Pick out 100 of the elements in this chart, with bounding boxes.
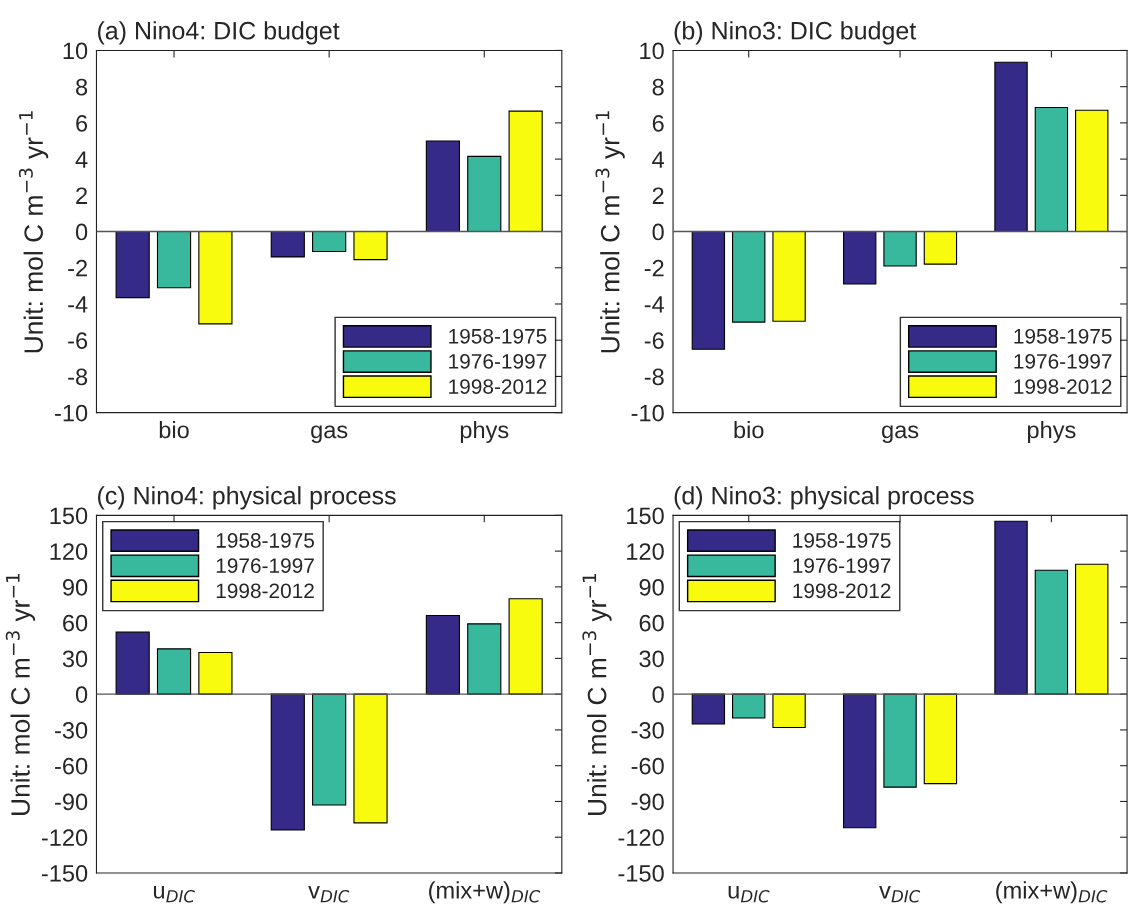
x-tick-label: phys bbox=[460, 420, 509, 443]
y-tick-label: -10 bbox=[55, 404, 88, 422]
bar bbox=[883, 693, 917, 788]
bar bbox=[467, 155, 502, 233]
legend-label: 1998-2012 bbox=[1014, 379, 1112, 394]
y-tick-label: -120 bbox=[618, 829, 664, 847]
legend-label: 1998-2012 bbox=[216, 583, 314, 599]
bar bbox=[312, 230, 347, 253]
y-tick-label: 0 bbox=[652, 686, 664, 703]
legend-label: 1958-1975 bbox=[216, 533, 314, 548]
y-tick-label: 120 bbox=[627, 543, 664, 560]
legend-label: 1998-2012 bbox=[793, 583, 891, 599]
legend-label: 1958-1975 bbox=[793, 533, 891, 548]
legend-label: 1976-1997 bbox=[449, 354, 547, 369]
bar bbox=[994, 520, 1028, 695]
bar bbox=[1034, 106, 1069, 233]
y-tick-label: -2 bbox=[68, 259, 87, 277]
bar bbox=[883, 230, 917, 267]
legend-label: 1998-2012 bbox=[449, 379, 547, 394]
bar bbox=[425, 140, 461, 233]
y-tick-label: 0 bbox=[75, 223, 88, 241]
bar bbox=[312, 693, 347, 806]
x-tick-label: (mix+w)$_{DIC}$ bbox=[996, 881, 1108, 904]
y-tick-label: -10 bbox=[631, 404, 664, 422]
y-tick-label: 2 bbox=[652, 187, 664, 204]
chart-title: (b) Nino3: DIC budget bbox=[674, 21, 917, 45]
x-tick-label: u$_{DIC}$ bbox=[728, 885, 770, 903]
bar bbox=[270, 693, 305, 831]
y-tick-label: -90 bbox=[631, 793, 664, 811]
x-tick-label: v$_{DIC}$ bbox=[308, 885, 350, 903]
y-tick-label: -4 bbox=[644, 296, 665, 313]
y-tick-label: -6 bbox=[644, 332, 664, 349]
y-axis-title: Unit: mol C m$^{−3}$ yr$^{−1}$ bbox=[18, 111, 49, 353]
y-tick-label: -2 bbox=[644, 259, 664, 277]
bar bbox=[156, 230, 192, 289]
y-tick-label: 0 bbox=[652, 223, 664, 241]
bar bbox=[508, 598, 543, 695]
y-tick-label: 2 bbox=[76, 187, 87, 204]
y-tick-label: 150 bbox=[627, 507, 664, 525]
x-tick-label: bio bbox=[734, 420, 764, 439]
bar bbox=[691, 693, 726, 725]
y-tick-label: 120 bbox=[50, 543, 88, 560]
y-tick-label: 8 bbox=[652, 78, 664, 96]
bar bbox=[994, 61, 1028, 233]
bar bbox=[115, 631, 150, 695]
y-axis-title: Unit: mol C m$^{−3}$ yr$^{−1}$ bbox=[5, 573, 36, 815]
x-tick-label: gas bbox=[882, 425, 919, 443]
y-tick-label: 4 bbox=[75, 151, 88, 168]
y-tick-label: 6 bbox=[76, 114, 88, 132]
bar bbox=[508, 110, 543, 233]
y-tick-label: 60 bbox=[63, 614, 88, 632]
y-tick-label: -120 bbox=[41, 829, 88, 847]
y-tick-label: 150 bbox=[50, 507, 88, 525]
bar bbox=[425, 614, 461, 695]
x-tick-label: u$_{DIC}$ bbox=[153, 885, 195, 903]
bar bbox=[772, 230, 806, 322]
bar bbox=[353, 693, 388, 824]
legend-label: 1976-1997 bbox=[793, 558, 891, 574]
chart-title: (a) Nino4: DIC budget bbox=[98, 21, 340, 45]
y-tick-label: -60 bbox=[631, 757, 664, 775]
y-tick-label: -150 bbox=[41, 865, 88, 882]
y-axis-title: Unit: mol C m$^{−3}$ yr$^{−1}$ bbox=[582, 573, 612, 815]
bar bbox=[1075, 109, 1109, 233]
y-tick-label: -60 bbox=[55, 757, 88, 775]
y-tick-label: 30 bbox=[639, 650, 664, 668]
y-tick-label: -150 bbox=[618, 865, 664, 882]
chart-title: (d) Nino3: physical process bbox=[674, 486, 974, 510]
bar bbox=[923, 693, 958, 785]
y-tick-label: -90 bbox=[55, 793, 88, 811]
y-tick-label: 90 bbox=[639, 578, 664, 596]
bar bbox=[732, 230, 766, 323]
bar bbox=[843, 693, 877, 829]
legend-label: 1958-1975 bbox=[1014, 328, 1112, 344]
bar bbox=[270, 230, 305, 258]
bar bbox=[1075, 563, 1109, 695]
bar bbox=[353, 230, 388, 261]
y-tick-label: 10 bbox=[63, 42, 88, 60]
bar bbox=[772, 693, 806, 729]
y-tick-label: 6 bbox=[652, 114, 664, 132]
bar bbox=[156, 648, 192, 695]
x-tick-label: gas bbox=[311, 425, 348, 443]
y-tick-label: -8 bbox=[644, 368, 664, 386]
y-tick-label: 4 bbox=[652, 151, 665, 168]
y-tick-label: -30 bbox=[55, 722, 88, 739]
y-tick-label: -4 bbox=[68, 296, 88, 313]
y-tick-label: 90 bbox=[62, 578, 88, 596]
x-tick-label: v$_{DIC}$ bbox=[879, 885, 921, 903]
bar bbox=[732, 693, 766, 719]
y-tick-label: -8 bbox=[68, 368, 88, 386]
y-tick-label: 10 bbox=[640, 42, 664, 60]
y-tick-label: -30 bbox=[631, 722, 664, 739]
y-tick-label: 60 bbox=[639, 614, 664, 632]
bar bbox=[1034, 569, 1069, 695]
legend-label: 1958-1975 bbox=[449, 328, 547, 344]
y-tick-label: 8 bbox=[76, 78, 88, 96]
legend-label: 1976-1997 bbox=[1014, 354, 1112, 369]
bar bbox=[923, 230, 958, 265]
bar bbox=[115, 230, 150, 299]
y-tick-label: 0 bbox=[75, 686, 88, 703]
bar bbox=[198, 230, 233, 325]
